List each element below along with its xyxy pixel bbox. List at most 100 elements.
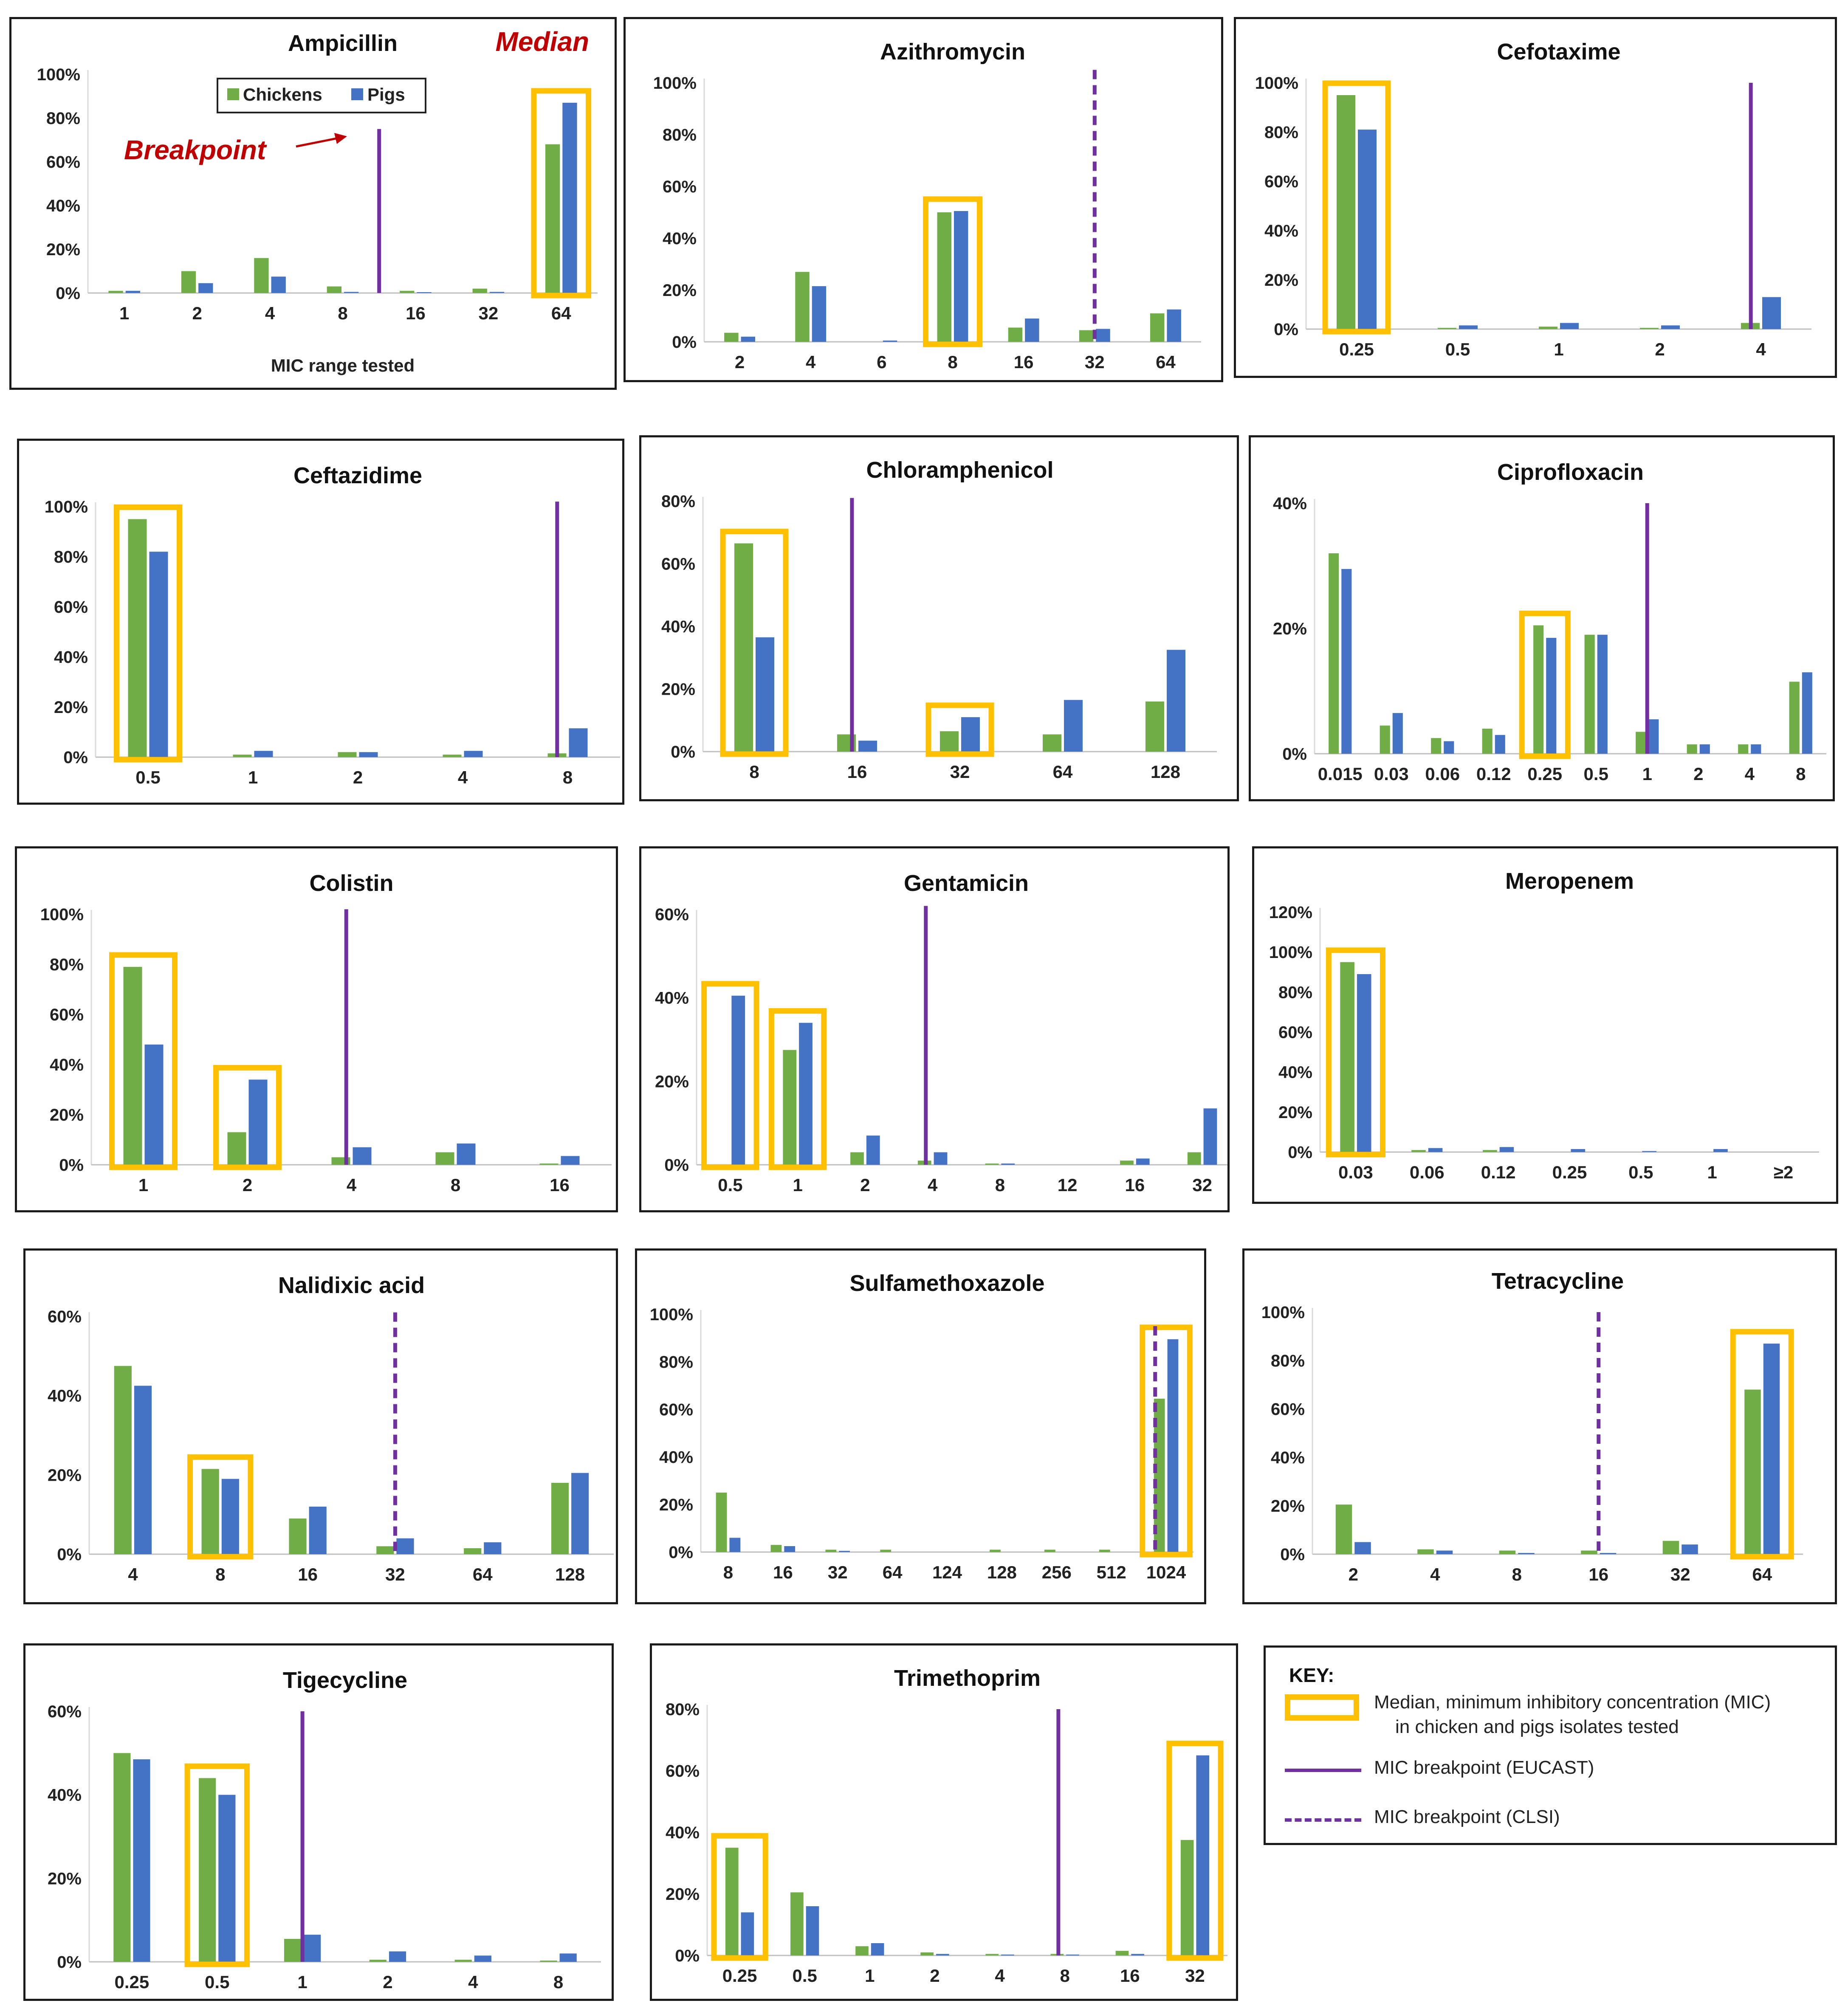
pigs-bar bbox=[961, 717, 980, 752]
x-tick-label: 32 bbox=[1192, 1175, 1212, 1195]
median-highlight-box bbox=[184, 1763, 250, 1967]
median-highlight-box bbox=[1140, 1324, 1193, 1558]
x-tick-label: 16 bbox=[298, 1564, 318, 1584]
x-tick-label: 1 bbox=[119, 303, 129, 323]
y-tick-label: 0% bbox=[1280, 1545, 1305, 1564]
pigs-bar bbox=[839, 1551, 850, 1552]
x-tick-label: 2 bbox=[1655, 339, 1665, 359]
pigs-bar bbox=[934, 1152, 948, 1165]
x-tick-label: 4 bbox=[468, 1972, 478, 1992]
x-tick-label: 2 bbox=[735, 352, 745, 372]
pigs-bar bbox=[1167, 309, 1181, 342]
x-tick-label: 4 bbox=[806, 352, 816, 372]
chickens-bar bbox=[724, 332, 739, 342]
pigs-bar bbox=[784, 1546, 796, 1552]
x-tick-label: 32 bbox=[1085, 352, 1105, 372]
y-tick-label: 0% bbox=[669, 1543, 693, 1562]
y-tick-label: 80% bbox=[54, 548, 88, 566]
y-tick-label: 60% bbox=[655, 905, 689, 924]
chickens-bar bbox=[201, 1469, 219, 1554]
pigs-bar bbox=[866, 1135, 880, 1165]
chickens-bar bbox=[1079, 330, 1094, 342]
chickens-bar bbox=[114, 1366, 132, 1554]
pigs-bar bbox=[309, 1507, 327, 1554]
y-tick-label: 0% bbox=[57, 1545, 82, 1564]
y-tick-label: 0% bbox=[671, 743, 695, 761]
y-tick-label: 60% bbox=[1264, 172, 1298, 191]
y-tick-label: 20% bbox=[666, 1885, 700, 1904]
pigs-bar bbox=[1560, 323, 1579, 329]
chickens-bar bbox=[1431, 738, 1442, 754]
pigs-bar bbox=[559, 1953, 577, 1962]
chickens-bar bbox=[1636, 732, 1646, 754]
y-tick-label: 100% bbox=[653, 74, 697, 93]
x-tick-label: 0.5 bbox=[205, 1972, 229, 1992]
chickens-bar bbox=[1482, 729, 1493, 754]
x-tick-label: 16 bbox=[773, 1562, 793, 1582]
median-highlight-box bbox=[1326, 947, 1386, 1158]
chart-panel-tigecycline: Tigecycline 0% 20% 40% 60% 0.25 0.5 1 2 4 8 bbox=[23, 1643, 614, 2001]
x-tick-label: 8 bbox=[723, 1562, 733, 1582]
y-tick-label: 120% bbox=[1269, 903, 1312, 922]
median-highlight-box bbox=[109, 952, 178, 1170]
pigs-bar bbox=[954, 211, 968, 342]
y-tick-label: 60% bbox=[666, 1762, 700, 1781]
chickens-bar bbox=[855, 1946, 869, 1955]
y-tick-label: 80% bbox=[1264, 123, 1298, 142]
x-tick-label: 4 bbox=[128, 1564, 138, 1584]
x-tick-label: 0.25 bbox=[1339, 339, 1374, 359]
pigs-bar bbox=[731, 995, 745, 1165]
x-tick-label: 124 bbox=[932, 1562, 962, 1582]
chickens-bar bbox=[369, 1960, 387, 1962]
chickens-bar bbox=[783, 1050, 797, 1165]
pigs-bar bbox=[1661, 325, 1680, 329]
key-median-line2: in chicken and pigs isolates tested bbox=[1395, 1716, 1679, 1737]
median-highlight-box bbox=[531, 88, 592, 299]
pigs-bar bbox=[1358, 130, 1377, 329]
x-tick-label: 4 bbox=[1745, 764, 1755, 784]
x-tick-label: 64 bbox=[551, 303, 571, 323]
pigs-bar bbox=[1001, 1164, 1015, 1165]
x-tick-label: 1 bbox=[793, 1175, 802, 1195]
y-tick-label: 100% bbox=[45, 498, 88, 516]
pigs-bar bbox=[218, 1795, 236, 1962]
chickens-bar bbox=[1187, 1152, 1201, 1165]
pigs-bar bbox=[1802, 672, 1812, 754]
median-highlight-box bbox=[1166, 1741, 1224, 1961]
x-tick-label: 4 bbox=[995, 1966, 1005, 1986]
chickens-bar bbox=[1640, 328, 1659, 329]
x-tick-label: 16 bbox=[1014, 352, 1034, 372]
y-tick-label: 0% bbox=[1274, 320, 1298, 339]
median-swatch bbox=[1285, 1694, 1359, 1721]
chickens-bar bbox=[1115, 1951, 1129, 1955]
pigs-bar bbox=[474, 1955, 491, 1962]
chickens-bar bbox=[376, 1546, 394, 1554]
chickens-bar bbox=[540, 1961, 557, 1962]
pigs-bar bbox=[806, 1906, 819, 1955]
chickens-bar bbox=[181, 271, 196, 293]
key-median-line1: Median, minimum inhibitory concentration… bbox=[1374, 1692, 1771, 1713]
chart-title: Ampicillin bbox=[288, 31, 398, 56]
pigs-bar bbox=[1436, 1550, 1453, 1554]
chickens-bar bbox=[1539, 327, 1557, 329]
x-tick-label: 128 bbox=[555, 1564, 585, 1584]
chart-panel-chloramphenicol: Chloramphenicol 0% 20% 40% 60% 80% 8 16 32 64 128 bbox=[639, 435, 1239, 801]
chickens-bar bbox=[113, 1753, 131, 1962]
y-tick-label: 80% bbox=[50, 955, 84, 974]
pigs-bar bbox=[489, 292, 505, 293]
x-tick-label: 0.015 bbox=[1318, 764, 1363, 784]
x-tick-label: 32 bbox=[950, 762, 970, 782]
y-tick-label: 80% bbox=[1278, 983, 1312, 1002]
y-tick-label: 60% bbox=[48, 1702, 82, 1721]
pigs-bar bbox=[389, 1951, 406, 1962]
pigs-bar bbox=[1518, 1553, 1535, 1554]
x-tick-label: 128 bbox=[1151, 762, 1180, 782]
x-tick-label: 16 bbox=[550, 1175, 570, 1195]
median-highlight-box bbox=[701, 981, 759, 1170]
y-tick-label: 60% bbox=[1278, 1023, 1312, 1042]
legend-chickens-swatch bbox=[227, 88, 239, 100]
chickens-bar bbox=[1099, 1550, 1110, 1552]
meropenem-svg: Meropenem 0% 20% 40% 60% 80% 100% 120% 0.03 0.06 0… bbox=[1269, 868, 1819, 1182]
pigs-bar bbox=[858, 741, 877, 752]
